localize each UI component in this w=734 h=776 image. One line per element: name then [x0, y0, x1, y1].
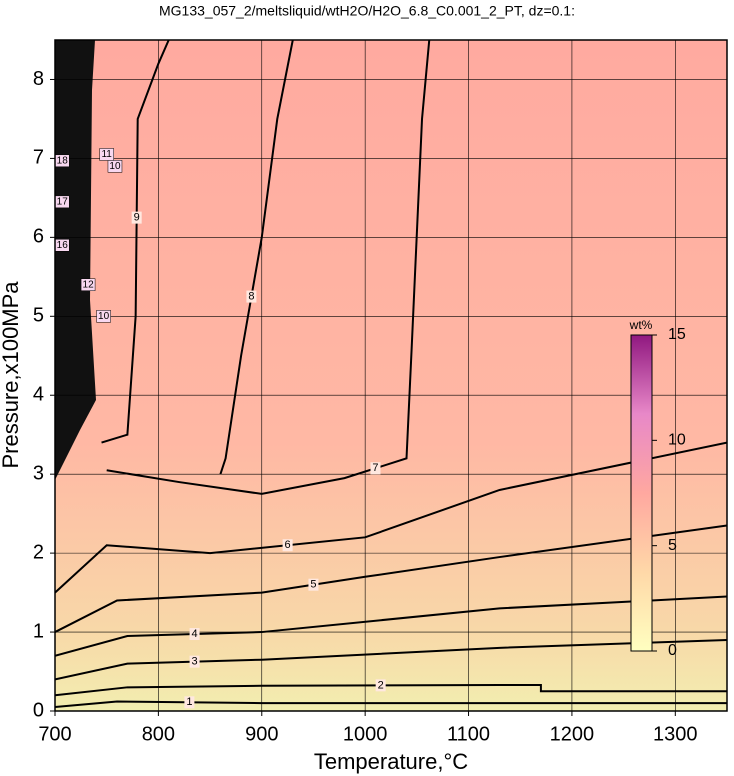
- x-tick-label: 1100: [447, 723, 490, 745]
- y-axis-label: Pressure,x100MPa: [0, 281, 23, 469]
- contour-label-bg: [189, 628, 200, 641]
- y-tick-label: 2: [33, 541, 44, 563]
- contour-label-bg: [308, 578, 319, 591]
- x-tick-label: 800: [142, 723, 175, 745]
- contour-line: [55, 638, 727, 681]
- contour-label: 2: [378, 679, 384, 691]
- contour-label: 5: [310, 579, 316, 591]
- y-tick-label: 7: [33, 147, 44, 169]
- plot-frame: [54, 39, 728, 712]
- colorbar-tick-label: 5: [668, 537, 677, 554]
- contour-label-bg: [370, 462, 381, 475]
- contour-label-bg: [184, 696, 195, 709]
- crowded-label-bg: [80, 278, 96, 291]
- contour-line: [55, 595, 727, 657]
- x-tick-label: 1300: [653, 723, 698, 745]
- x-axis-label: Temperature,°C: [314, 749, 468, 774]
- contour-label-bg: [282, 539, 293, 552]
- chart-title: MG133_057_2/meltsliquid/wtH2O/H2O_6.8_C0…: [159, 3, 575, 19]
- crowded-label-bg: [107, 160, 123, 173]
- contour-line: [55, 700, 727, 709]
- contour-label: 6: [285, 539, 291, 551]
- contour-label-bg: [189, 655, 200, 668]
- crowded-label: 10: [109, 161, 121, 172]
- crowded-label-bg: [99, 148, 114, 161]
- contour-line: [55, 683, 727, 697]
- crowded-label: 18: [57, 155, 69, 166]
- crowded-label: 10: [98, 311, 110, 322]
- crowded-label: 11: [101, 149, 112, 160]
- y-tick-label: 4: [33, 384, 44, 406]
- contour-label: 9: [134, 212, 140, 224]
- contour-label: 3: [192, 656, 198, 668]
- contour-label: 4: [192, 628, 198, 640]
- colorbar-tick-label: 0: [668, 642, 677, 659]
- contour-label: 1: [186, 696, 192, 708]
- contour-label-bg: [131, 211, 142, 224]
- dense-contours: [55, 40, 96, 480]
- contour-label-bg: [246, 290, 257, 303]
- y-tick-label: 8: [33, 68, 44, 90]
- x-tick-label: 700: [38, 723, 71, 745]
- colorbar: [630, 334, 653, 652]
- y-tick-label: 0: [33, 699, 44, 721]
- x-tick-label: 1000: [343, 723, 388, 745]
- crowded-label: 12: [83, 279, 95, 290]
- crowded-label-bg: [96, 310, 111, 323]
- y-tick-label: 5: [33, 305, 44, 327]
- crowded-label: 17: [57, 196, 69, 207]
- crowded-label: 16: [57, 240, 69, 251]
- y-tick-label: 6: [33, 226, 44, 248]
- colorbar-tick-label: 15: [668, 326, 686, 343]
- colorbar-label: wt%: [629, 318, 653, 332]
- contour-label: 8: [248, 290, 254, 302]
- contour-label-bg: [375, 679, 386, 692]
- x-tick-label: 1200: [550, 723, 595, 745]
- y-tick-label: 1: [33, 620, 44, 642]
- plot-background: [55, 40, 727, 711]
- y-tick-label: 3: [33, 462, 44, 484]
- x-tick-label: 900: [245, 723, 278, 745]
- colorbar-tick-label: 10: [668, 432, 686, 449]
- contour-label: 7: [372, 462, 378, 474]
